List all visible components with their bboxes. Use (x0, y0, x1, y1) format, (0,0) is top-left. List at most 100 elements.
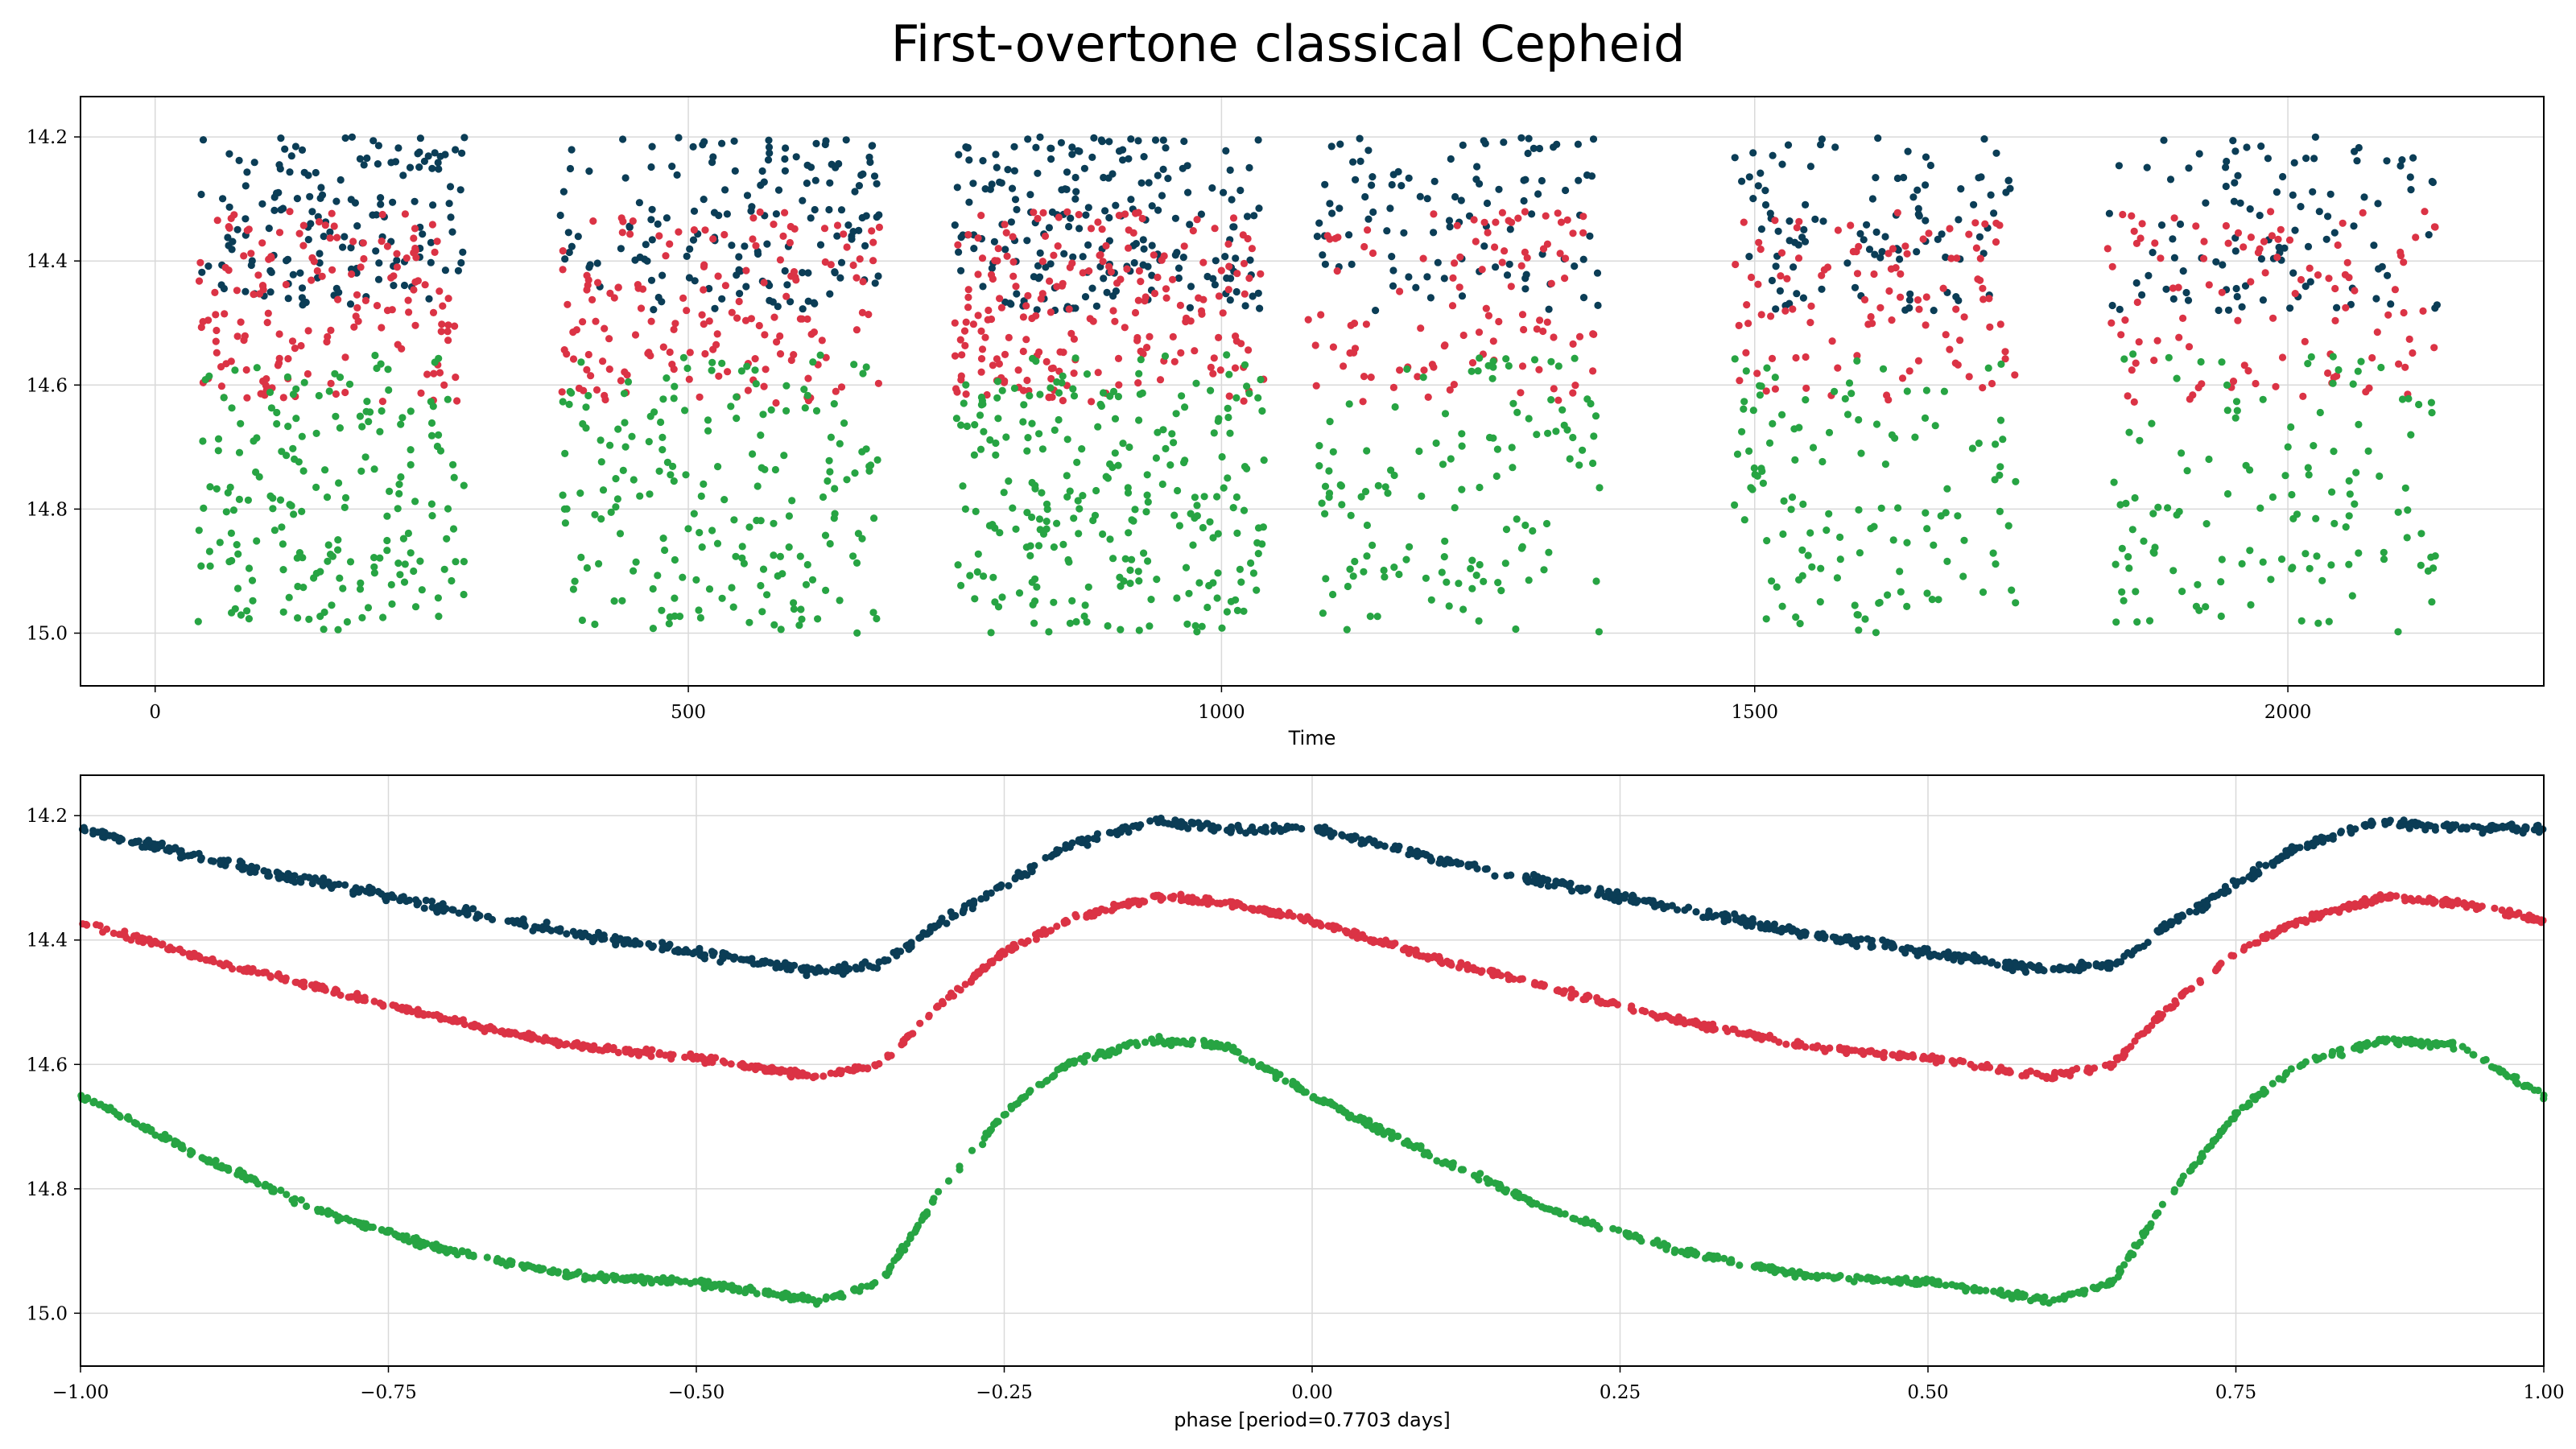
phase-point (1084, 835, 1092, 843)
phase-point (943, 919, 951, 927)
time-series-point (1930, 307, 1938, 315)
time-series-point (1114, 354, 1123, 362)
time-series-point (1260, 456, 1268, 464)
time-series-point (446, 183, 455, 191)
phase-point (1469, 964, 1477, 972)
time-series-point (2284, 443, 2292, 451)
time-series-point (264, 309, 272, 317)
time-series-point (263, 319, 271, 327)
time-series-point (1791, 456, 1799, 464)
time-series-point (2122, 499, 2130, 508)
time-series-point (2108, 262, 2116, 270)
time-series-point (1219, 309, 1227, 317)
time-series-point (2205, 281, 2213, 289)
time-series-point (1560, 421, 1568, 429)
time-series-point (559, 247, 567, 255)
time-series-point (385, 386, 393, 394)
time-series-point (797, 605, 805, 613)
time-series-point (808, 576, 817, 584)
time-series-point (1009, 504, 1017, 512)
time-series-point (1229, 504, 1237, 512)
time-series-point (586, 261, 594, 269)
phase-point (709, 952, 717, 960)
time-series-point (1211, 281, 1219, 289)
time-series-point (1146, 622, 1154, 630)
time-series-point (969, 320, 977, 328)
time-series-point (2244, 367, 2252, 375)
time-series-point (1362, 320, 1370, 328)
phase-point (1083, 910, 1091, 919)
time-series-point (436, 369, 444, 377)
time-series-point (1215, 292, 1223, 300)
time-series-point (1019, 313, 1027, 321)
time-series-point (745, 618, 753, 626)
time-series-point (2291, 290, 2299, 298)
time-series-point (1987, 191, 1995, 199)
time-series-point (986, 436, 994, 444)
time-series-point (370, 563, 378, 571)
phase-point (1024, 937, 1032, 945)
phase-point (127, 839, 136, 847)
phase-point (122, 934, 130, 942)
time-series-point (2130, 227, 2138, 235)
phase-point (2301, 916, 2309, 924)
time-series-point (762, 365, 770, 374)
time-series-point (1785, 217, 1794, 225)
time-series-point (2342, 303, 2350, 312)
phase-point (1648, 1009, 1656, 1018)
time-series-point (1386, 204, 1394, 213)
time-series-point (708, 159, 716, 167)
time-series-point (231, 366, 239, 374)
phase-point (916, 1019, 924, 1027)
phase-point (1177, 890, 1185, 898)
phase-point (2198, 906, 2207, 914)
time-series-point (1579, 446, 1587, 454)
phase-point (273, 868, 281, 877)
time-series-point (1116, 573, 1124, 581)
time-series-point (1856, 549, 1864, 557)
time-series-point (2151, 239, 2159, 247)
phase-point (1709, 1026, 1717, 1034)
phase-point (1251, 828, 1259, 836)
time-series-point (1042, 518, 1051, 526)
time-series-point (582, 403, 590, 411)
phase-point (429, 1011, 438, 1019)
phase-point (2079, 964, 2087, 972)
time-series-point (612, 503, 620, 511)
time-series-point (2406, 173, 2414, 181)
time-series-point (1249, 569, 1257, 577)
time-series-point (400, 578, 409, 586)
time-series-point (868, 227, 876, 235)
time-series-point (434, 159, 442, 167)
time-series-point (1874, 134, 1882, 142)
time-series-point (1745, 253, 1753, 261)
phase-point (1641, 1007, 1649, 1016)
time-series-point (2218, 288, 2226, 296)
time-series-point (561, 449, 569, 458)
time-series-point (2125, 564, 2133, 572)
time-series-point (763, 591, 771, 599)
time-series-point (1415, 447, 1423, 456)
time-series-point (242, 182, 250, 190)
time-series-point (737, 267, 745, 275)
time-series-point (1071, 304, 1080, 312)
time-series-point (1554, 362, 1563, 370)
time-series-point (1345, 400, 1353, 408)
phase-point (511, 1029, 519, 1037)
time-series-point (279, 566, 287, 574)
time-series-point (1255, 204, 1263, 213)
time-series-point (2314, 619, 2322, 627)
x-tick-label: 1500 (1731, 702, 1778, 723)
time-series-point (2289, 269, 2297, 277)
time-series-point (2112, 618, 2120, 626)
time-series-point (266, 266, 275, 275)
time-series-point (1855, 626, 1863, 634)
time-series-point (1001, 221, 1009, 229)
time-series-point (320, 233, 328, 241)
time-series-point (1034, 542, 1043, 550)
time-series-point (1754, 280, 1762, 288)
time-series-point (729, 603, 737, 611)
time-series-point (1038, 258, 1046, 266)
phase-point (1748, 919, 1757, 927)
phase-point (2196, 976, 2204, 985)
